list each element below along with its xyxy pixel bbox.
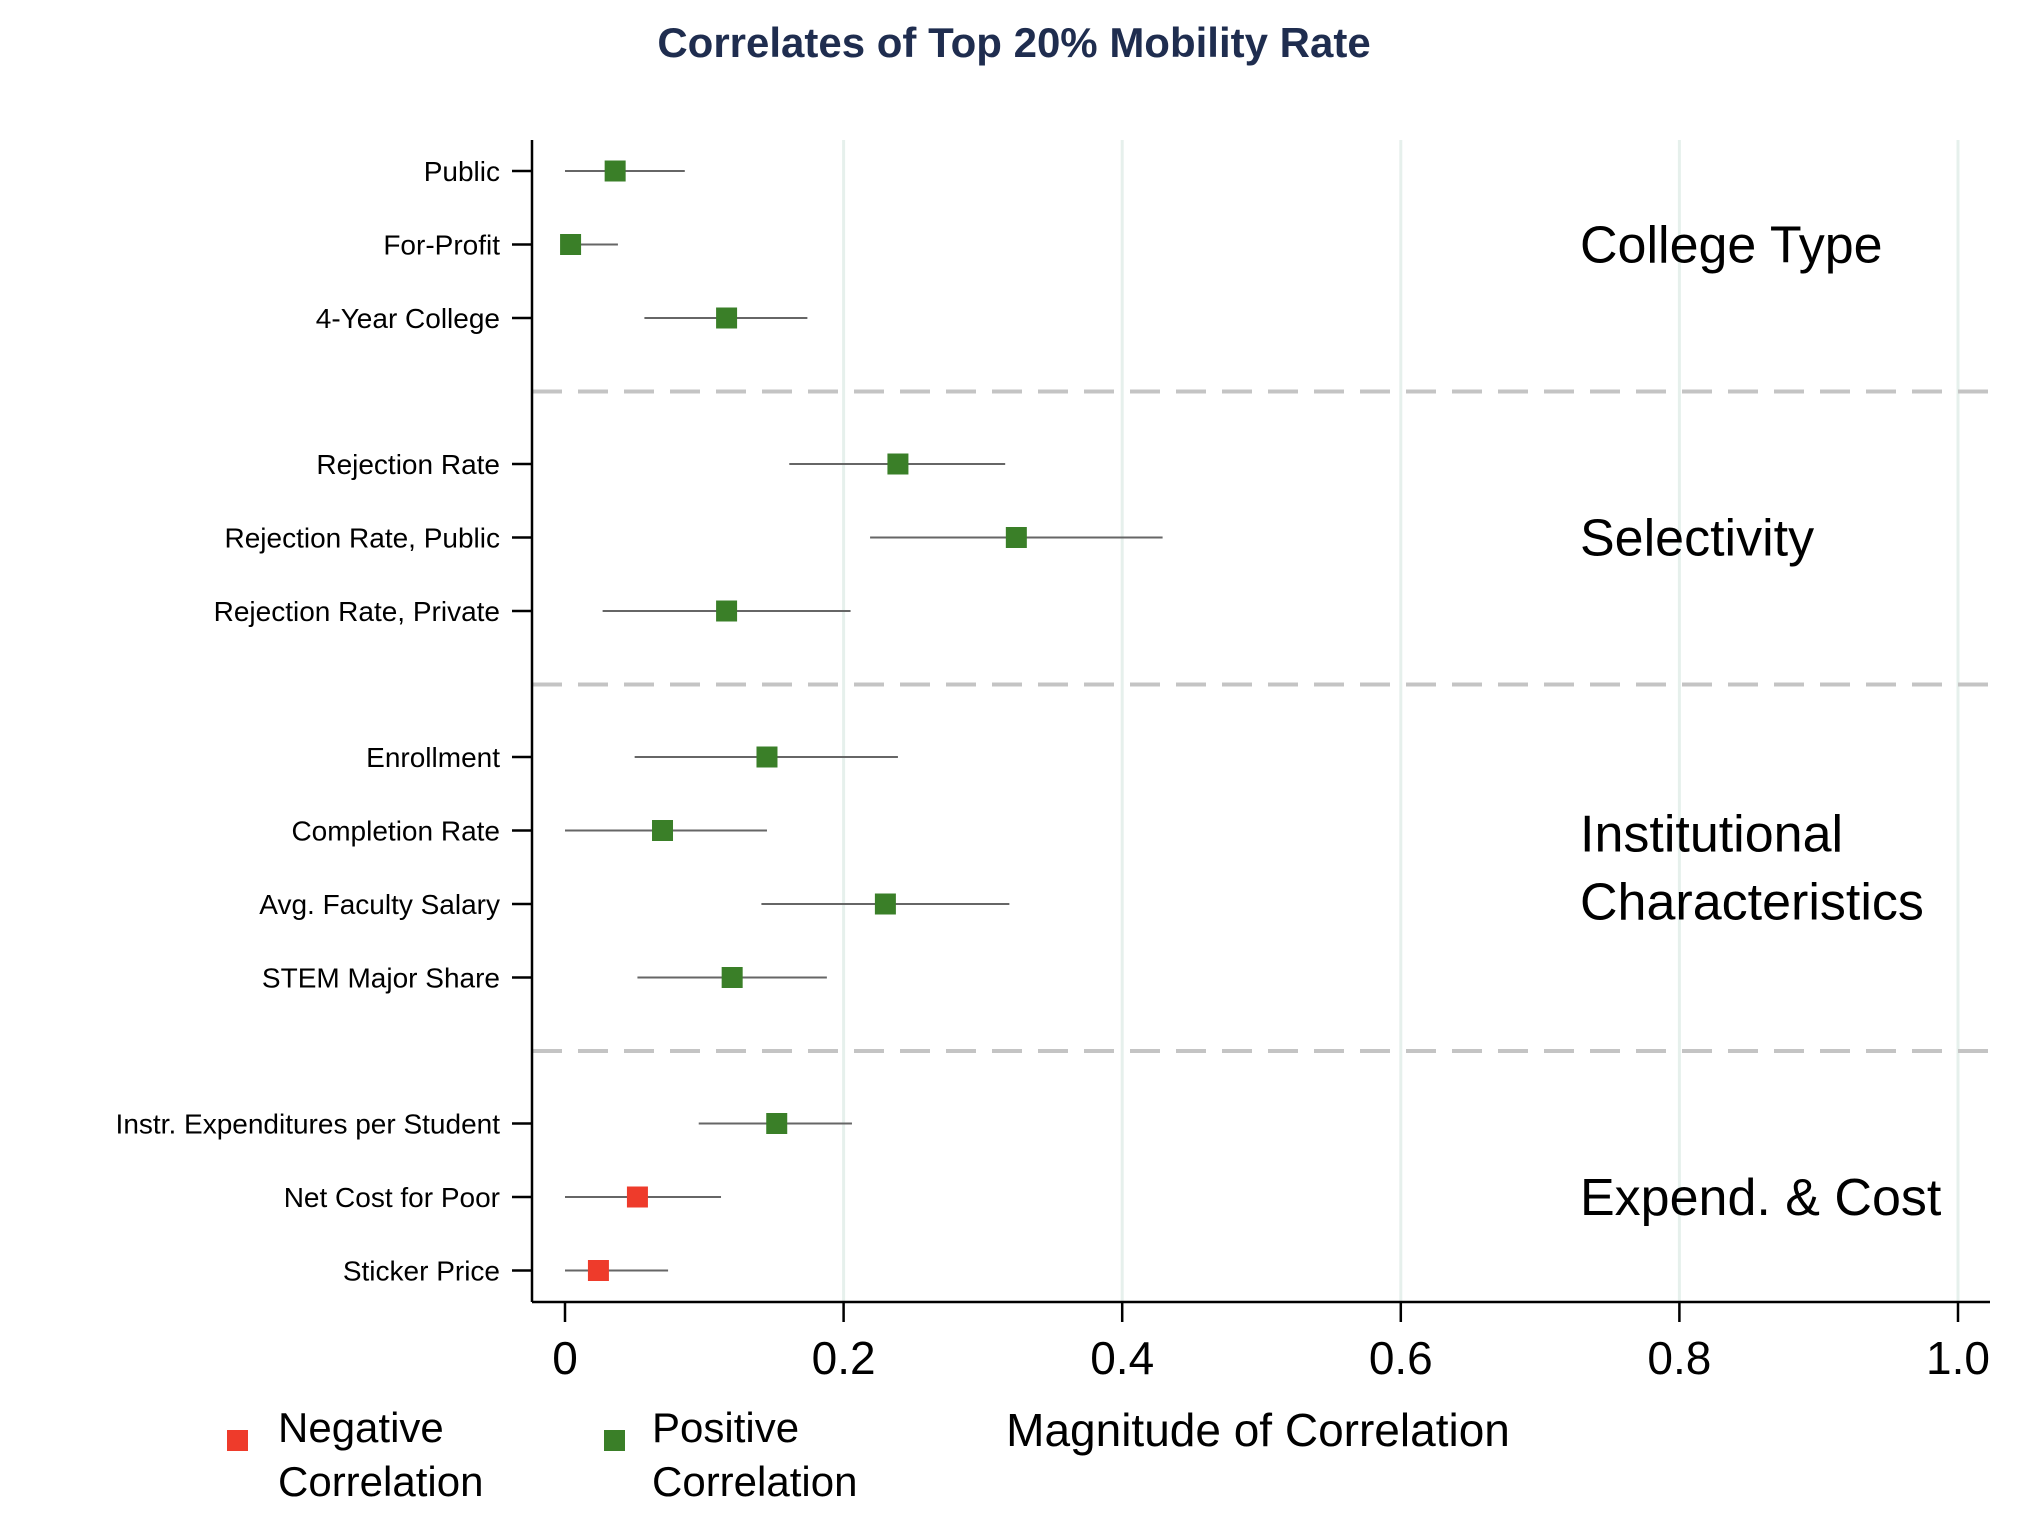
y-tick-label: Public — [424, 156, 500, 187]
y-tick-label: For-Profit — [383, 230, 500, 261]
positive-point — [652, 820, 674, 841]
x-axis-label: Magnitude of Correlation — [1006, 1404, 1510, 1456]
positive-point — [560, 234, 582, 255]
negative-legend-marker — [227, 1430, 248, 1451]
y-tick-label: 4-Year College — [316, 303, 500, 334]
x-tick-label: 1.0 — [1926, 1332, 1990, 1384]
x-tick-label: 0.6 — [1369, 1332, 1433, 1384]
x-tick-label: 0.2 — [812, 1332, 876, 1384]
positive-point — [716, 307, 738, 329]
group-label: Expend. & Cost — [1580, 1169, 1942, 1227]
x-tick-label: 0 — [552, 1332, 578, 1384]
y-tick-label: Enrollment — [366, 742, 500, 773]
positive-point — [716, 600, 738, 622]
positive-point — [1005, 527, 1027, 548]
positive-legend-marker — [604, 1430, 625, 1451]
axes: 0 0.2 0.4 0.6 0.8 1.0 Public For-Profit 4-Year C… — [116, 140, 1990, 1384]
group-label: Institutional — [1580, 805, 1843, 863]
group-dividers — [532, 389, 1990, 1053]
y-tick-label: Net Cost for Poor — [284, 1182, 500, 1213]
x-tick-label: 0.4 — [1090, 1332, 1154, 1384]
group-labels: College Type Selectivity Institutional Char… — [1580, 217, 1942, 1228]
y-tick-label: Instr. Expenditures per Student — [116, 1109, 501, 1140]
y-tick-label: Avg. Faculty Salary — [259, 889, 500, 920]
y-tick-label: Rejection Rate — [316, 449, 500, 480]
group-label: Selectivity — [1580, 510, 1814, 568]
group-label: College Type — [1580, 217, 1883, 275]
positive-point — [756, 746, 778, 768]
data-marks — [560, 160, 1163, 1281]
chart-title: Correlates of Top 20% Mobility Rate — [657, 19, 1370, 66]
positive-point — [874, 893, 896, 915]
y-tick-label: Sticker Price — [343, 1256, 500, 1287]
legend-label: Negative — [278, 1404, 444, 1451]
y-tick-label: Rejection Rate, Private — [214, 596, 500, 627]
legend: Negative Correlation Positive Correlation — [227, 1404, 857, 1505]
positive-point — [604, 160, 626, 182]
negative-point — [587, 1260, 609, 1281]
legend-label: Correlation — [652, 1458, 857, 1505]
y-tick-label: Rejection Rate, Public — [225, 523, 500, 554]
negative-point — [626, 1186, 648, 1208]
y-tick-label: STEM Major Share — [262, 963, 500, 994]
positive-point — [766, 1113, 788, 1134]
x-tick-label: 0.8 — [1647, 1332, 1711, 1384]
group-label: Characteristics — [1580, 873, 1924, 931]
y-tick-label: Completion Rate — [291, 816, 500, 847]
grid-lines — [842, 140, 1960, 1302]
legend-label: Positive — [652, 1404, 799, 1451]
positive-point — [887, 453, 909, 475]
legend-label: Correlation — [278, 1458, 483, 1505]
positive-point — [721, 967, 743, 988]
